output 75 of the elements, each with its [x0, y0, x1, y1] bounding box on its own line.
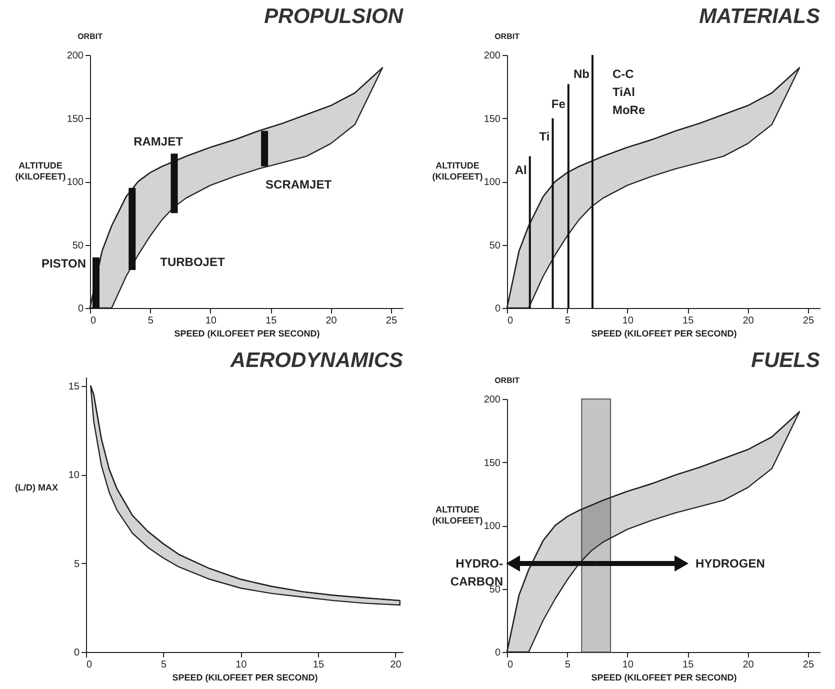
- y-axis-title: (L/D) MAX: [15, 482, 58, 492]
- x-tick-label: 15: [266, 316, 278, 326]
- annotation: Fe: [551, 97, 566, 112]
- x-axis-title: SPEED (KILOFEET PER SECOND): [591, 328, 737, 338]
- x-tick-label: 20: [390, 660, 402, 670]
- y-tick-label: 0: [78, 304, 84, 314]
- chart-title: PROPULSION: [264, 5, 404, 28]
- text: ORBIT: [494, 32, 520, 41]
- x-tick-label: 15: [312, 660, 324, 670]
- y-tick-label: 5: [74, 558, 80, 570]
- x-tick-label: 0: [86, 660, 92, 670]
- x-tick-label: 5: [161, 660, 168, 670]
- y-tick-label: 15: [68, 381, 80, 392]
- bar: [528, 156, 531, 308]
- y-tick-label: 100: [66, 177, 84, 188]
- x-tick-label: 0: [508, 660, 514, 670]
- x-tick-label: 20: [742, 660, 754, 670]
- annotation: TURBOJET: [160, 255, 226, 270]
- text: ORBIT: [78, 32, 103, 41]
- x-tick-label: 10: [622, 660, 634, 670]
- annotation: HYDROGEN: [696, 556, 765, 570]
- chart-title: MATERIALS: [699, 5, 820, 28]
- y-tick-label: 50: [489, 240, 501, 252]
- y-axis-title: ALTITUDE (KILOFEET): [432, 504, 483, 526]
- y-tick-label: 10: [68, 470, 80, 482]
- annotation: RAMJET: [134, 134, 184, 149]
- y-tick-label: 50: [72, 240, 84, 252]
- x-tick-label: 15: [682, 316, 694, 326]
- x-tick-label: 25: [802, 660, 814, 670]
- x-tick-label: 5: [564, 660, 571, 670]
- chart-title: AERODYNAMICS: [229, 349, 403, 372]
- y-tick-label: 200: [66, 50, 84, 62]
- x-tick-label: 10: [622, 316, 634, 326]
- x-tick-label: 10: [205, 316, 217, 326]
- bar: [170, 154, 178, 214]
- y-tick-label: 150: [66, 114, 84, 125]
- y-tick-label: 100: [484, 177, 501, 188]
- x-tick-label: 20: [326, 316, 338, 326]
- y-tick-label: 0: [494, 304, 501, 314]
- y-tick-label: 100: [484, 521, 501, 532]
- bar: [552, 118, 554, 308]
- x-tick-label: 25: [386, 316, 398, 326]
- x-axis-title: SPEED (KILOFEET PER SECOND): [174, 328, 320, 338]
- x-tick-label: 10: [236, 660, 248, 670]
- y-tick-label: 0: [494, 648, 501, 658]
- bar: [128, 188, 136, 270]
- x-tick-label: 5: [564, 316, 571, 326]
- annotation: SCRAMJET: [266, 177, 332, 192]
- bar: [567, 84, 570, 308]
- x-tick-label: 25: [802, 316, 814, 326]
- annotation: PISTON: [42, 256, 86, 270]
- chart-title: FUELS: [751, 349, 820, 372]
- bar: [92, 257, 100, 308]
- x-axis-title: SPEED (KILOFEET PER SECOND): [172, 672, 318, 682]
- annotation: C-C TiAl MoRe: [612, 67, 646, 117]
- x-tick-label: 20: [742, 316, 754, 326]
- x-tick-label: 5: [148, 316, 154, 326]
- y-tick-label: 150: [484, 114, 501, 125]
- y-tick-label: 200: [484, 50, 501, 62]
- x-tick-label: 0: [508, 316, 514, 326]
- annotation: Nb: [573, 67, 590, 81]
- y-tick-label: 0: [74, 648, 80, 658]
- x-axis-title: SPEED (KILOFEET PER SECOND): [591, 672, 737, 682]
- y-tick-label: 150: [484, 458, 501, 469]
- y-tick-label: 50: [489, 584, 501, 596]
- x-tick-label: 15: [682, 660, 694, 670]
- x-tick-label: 0: [90, 316, 96, 326]
- text: ORBIT: [494, 376, 520, 385]
- y-axis-title: ALTITUDE (KILOFEET): [432, 160, 483, 182]
- y-axis-title: ALTITUDE (KILOFEET): [15, 160, 66, 182]
- bar: [261, 130, 268, 166]
- y-tick-label: 200: [484, 394, 501, 406]
- annotation: Ti: [539, 129, 550, 144]
- annotation: Al: [514, 163, 527, 178]
- bar: [591, 55, 594, 308]
